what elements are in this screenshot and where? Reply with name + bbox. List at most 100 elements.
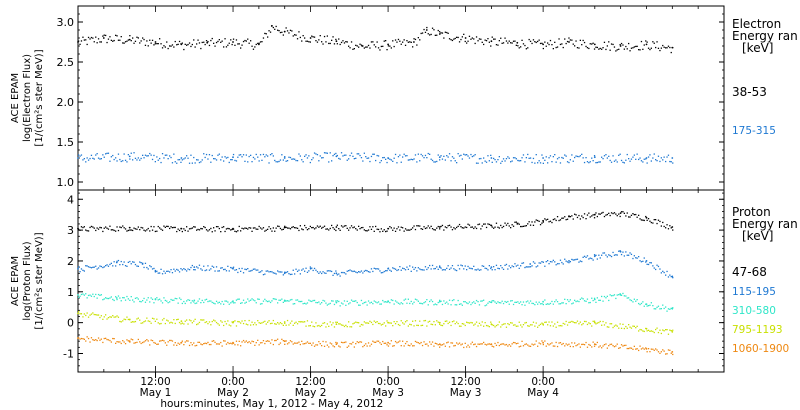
data-point xyxy=(528,157,530,159)
data-point xyxy=(500,302,502,304)
data-point xyxy=(230,325,232,327)
data-point xyxy=(539,42,542,45)
data-point xyxy=(488,301,490,303)
data-point xyxy=(190,154,192,156)
data-point xyxy=(238,43,240,45)
data-point xyxy=(154,320,156,322)
data-point xyxy=(538,301,540,303)
data-point xyxy=(520,265,522,267)
data-point xyxy=(414,267,417,269)
data-point xyxy=(250,154,252,156)
data-point xyxy=(423,269,425,271)
data-point xyxy=(481,300,483,302)
data-point xyxy=(599,345,601,347)
data-point xyxy=(456,304,458,306)
data-point xyxy=(417,300,419,302)
data-point xyxy=(569,299,571,301)
data-point xyxy=(487,155,489,157)
data-point xyxy=(416,225,418,227)
data-point xyxy=(636,299,638,301)
data-point xyxy=(133,301,135,303)
data-point xyxy=(105,314,107,316)
data-point xyxy=(349,343,351,345)
data-point xyxy=(396,228,398,230)
data-point xyxy=(451,229,454,231)
data-point xyxy=(113,316,115,318)
data-point xyxy=(640,219,643,221)
data-point xyxy=(539,224,542,226)
data-point xyxy=(495,222,498,224)
data-point xyxy=(281,323,283,325)
data-point xyxy=(183,300,185,303)
data-point xyxy=(177,159,179,161)
data-point xyxy=(603,155,606,157)
data-point xyxy=(564,38,566,40)
data-point xyxy=(335,229,337,232)
data-point xyxy=(106,227,108,229)
data-point xyxy=(210,268,212,270)
data-point xyxy=(394,323,397,325)
data-point xyxy=(657,351,660,353)
data-point xyxy=(566,324,569,326)
data-point xyxy=(302,268,304,270)
data-point xyxy=(431,27,434,29)
data-point xyxy=(638,49,640,51)
data-point xyxy=(294,342,296,344)
data-point xyxy=(625,45,627,48)
data-point xyxy=(318,39,320,41)
data-point xyxy=(93,266,95,268)
data-point xyxy=(460,226,462,228)
data-point xyxy=(385,325,387,327)
data-point xyxy=(507,323,509,325)
data-point xyxy=(355,228,357,230)
data-point xyxy=(215,343,218,345)
data-point xyxy=(477,268,479,270)
data-point xyxy=(143,157,145,159)
data-point xyxy=(367,322,370,324)
data-point xyxy=(372,323,374,326)
data-point xyxy=(370,321,373,324)
data-point xyxy=(234,269,236,271)
data-point xyxy=(632,213,634,215)
data-point xyxy=(529,345,532,347)
data-point xyxy=(112,154,114,157)
data-point xyxy=(349,326,351,328)
data-point xyxy=(508,265,510,267)
data-point xyxy=(279,299,282,301)
data-point xyxy=(527,47,529,49)
data-point xyxy=(277,322,279,324)
data-point xyxy=(518,302,520,304)
data-point xyxy=(473,301,475,303)
data-point xyxy=(525,48,527,50)
data-point xyxy=(92,266,94,268)
data-point xyxy=(132,299,134,301)
data-point xyxy=(77,312,79,315)
data-point xyxy=(585,341,587,344)
data-point xyxy=(663,350,665,352)
data-point xyxy=(294,273,296,275)
data-point xyxy=(298,341,300,343)
data-point xyxy=(93,313,95,316)
data-point xyxy=(335,226,338,228)
data-point xyxy=(655,328,657,331)
data-point xyxy=(447,225,449,227)
data-point xyxy=(478,223,481,225)
data-point xyxy=(437,344,439,346)
data-point xyxy=(217,343,219,345)
data-point xyxy=(123,153,125,155)
data-point xyxy=(582,298,584,300)
data-point xyxy=(652,305,654,307)
data-point xyxy=(201,159,203,161)
data-point xyxy=(406,266,408,268)
data-point xyxy=(117,295,120,297)
data-point xyxy=(190,45,192,48)
data-point xyxy=(187,323,189,325)
data-point xyxy=(379,270,381,272)
data-point xyxy=(339,305,341,307)
data-point xyxy=(666,156,668,158)
data-point xyxy=(306,271,309,273)
data-point xyxy=(242,339,245,342)
data-point xyxy=(571,320,573,323)
data-point xyxy=(275,227,277,229)
data-point xyxy=(372,226,374,228)
